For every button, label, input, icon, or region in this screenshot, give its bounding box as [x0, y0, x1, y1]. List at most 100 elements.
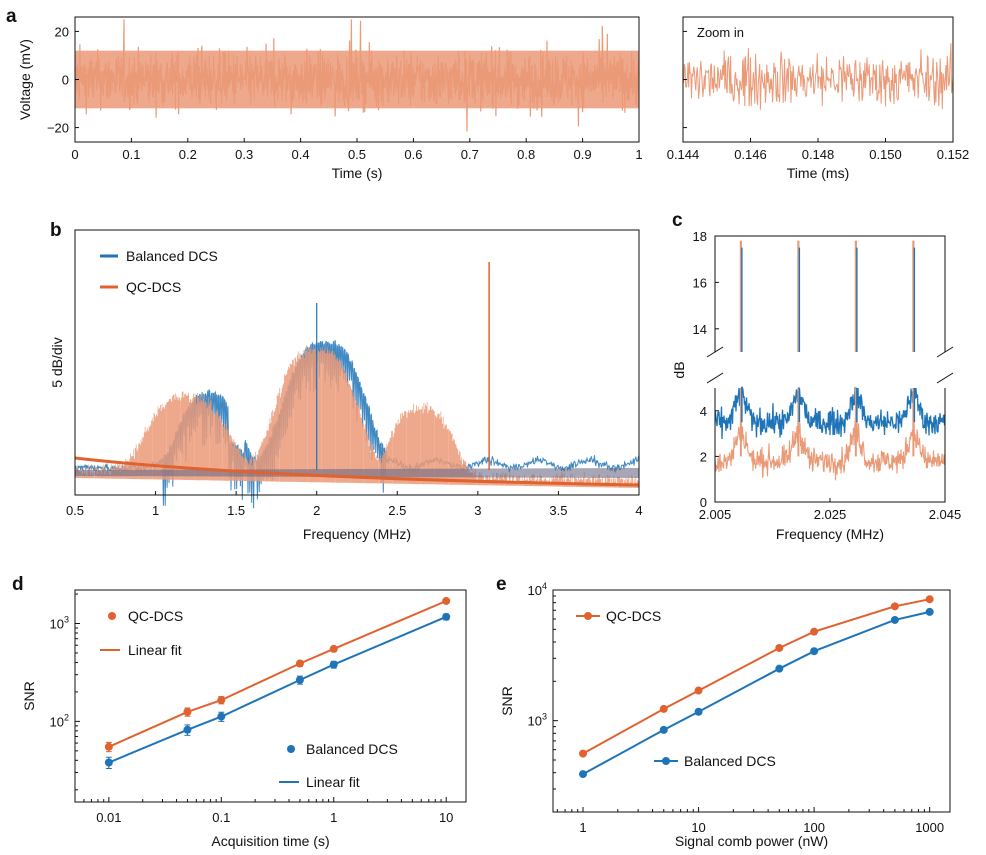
- panel-letter-c: c: [672, 210, 683, 231]
- data-point-balanced: [810, 647, 819, 656]
- legend-label-qc: QC-DCS: [606, 608, 661, 624]
- x-tick-label: 0.148: [802, 147, 835, 162]
- panel-a-time-trace: 0 0.1 0.2 0.3 0.4 0.5 0.6 0.7 0.8 0.9 1−20020Time …: [17, 16, 643, 181]
- y-tick-label-upper: 18: [693, 229, 707, 244]
- x-tick-label: 4: [635, 503, 642, 518]
- data-point-balanced: [442, 612, 451, 621]
- legend-label-balanced-fit: Linear fit: [306, 774, 360, 790]
- legend-marker-balanced: [662, 757, 670, 765]
- x-tick-label: 2.025: [814, 507, 847, 522]
- legend-label-balanced: Balanced DCS: [306, 741, 398, 757]
- x-tick-label: 1: [152, 503, 159, 518]
- data-point-balanced: [579, 770, 588, 779]
- data-point-balanced: [295, 675, 304, 684]
- x-tick-label: 0.8: [517, 147, 535, 162]
- x-tick-label: 0.1: [122, 147, 140, 162]
- x-tick-label: 2.005: [699, 507, 732, 522]
- data-point-balanced: [694, 707, 703, 716]
- panel-letter-d: d: [12, 574, 24, 595]
- y-tick-label-lower: 2: [700, 449, 707, 464]
- x-axis-label: Time (s): [332, 165, 383, 181]
- data-point-balanced: [659, 725, 668, 734]
- data-point-qc: [183, 707, 192, 716]
- x-tick-label: 1000: [915, 820, 944, 835]
- x-tick-label: 10: [691, 820, 705, 835]
- legend-label-qc: QC-DCS: [126, 279, 181, 295]
- axes-frame: [74, 589, 467, 803]
- y-axis-label: SNR: [21, 681, 37, 711]
- panel-letter-e: e: [496, 574, 507, 595]
- x-axis-label: Frequency (MHz): [303, 526, 411, 542]
- y-axis-label: SNR: [499, 686, 515, 716]
- y-tick-label: 104: [528, 581, 547, 598]
- x-tick-label: 0.3: [235, 147, 253, 162]
- y-tick-label-base: 10: [50, 617, 64, 632]
- x-tick-label: 1: [579, 820, 586, 835]
- x-tick-label: 0.01: [96, 810, 121, 825]
- y-tick-label-exp: 2: [64, 712, 69, 722]
- data-point-qc: [579, 749, 588, 758]
- y-tick-label-exp: 3: [542, 712, 547, 722]
- fit-line-qc: [108, 600, 447, 748]
- x-tick-label: 3.5: [549, 503, 567, 518]
- axis-break-mark: [936, 346, 954, 358]
- y-tick-label: −20: [47, 121, 69, 136]
- trace-dense-band: [75, 50, 639, 109]
- y-tick-label-exp: 4: [542, 581, 547, 591]
- zoom-trace-line: [682, 43, 954, 110]
- data-point-balanced: [329, 660, 338, 669]
- series-balanced-dcs-floor: [714, 386, 946, 440]
- data-point-qc: [295, 659, 304, 668]
- y-tick-label: 20: [55, 24, 69, 39]
- x-axis-label: Acquisition time (s): [211, 833, 329, 849]
- y-tick-label-upper: 14: [693, 322, 707, 337]
- x-tick-label: 1: [330, 810, 337, 825]
- panel-c-comb: 14 16 18 0 2 4 2.005 2.025 2.045 Frequency (MHz) d…: [671, 229, 961, 542]
- x-tick-label: 0.4: [292, 147, 310, 162]
- axes-frame: [552, 589, 951, 813]
- data-point-qc: [925, 595, 934, 604]
- panel-letter-b: b: [50, 220, 62, 241]
- data-point-qc: [329, 644, 338, 653]
- x-tick-label: 2.045: [929, 507, 962, 522]
- qc-floor-line: [74, 456, 640, 487]
- data-point-balanced: [775, 664, 784, 673]
- panel-letter-a: a: [6, 6, 17, 27]
- data-point-qc: [659, 704, 668, 713]
- x-tick-label: 0.152: [937, 147, 970, 162]
- x-tick-label: 0.9: [574, 147, 592, 162]
- data-point-balanced: [183, 725, 192, 734]
- legend-label-balanced: Balanced DCS: [126, 248, 218, 264]
- x-tick-label: 1.5: [227, 503, 245, 518]
- x-tick-label: 0.2: [179, 147, 197, 162]
- x-tick-label: 100: [803, 820, 825, 835]
- data-point-balanced: [104, 758, 113, 767]
- axes-frame: [74, 229, 640, 496]
- y-tick-label-base: 10: [50, 714, 64, 729]
- y-tick-label: 0: [62, 73, 69, 88]
- series-line-balanced: [582, 610, 930, 775]
- x-tick-label: 2.5: [388, 503, 406, 518]
- series-qc-dcs-floor: [714, 417, 946, 481]
- x-tick-label: 0: [71, 147, 78, 162]
- data-point-qc: [104, 742, 113, 751]
- x-tick-label: 0.146: [734, 147, 767, 162]
- panel-b-spectrum: 0.5 1 1.5 2 2.5 3 3.5 4 Frequency (MHz) 5 dB/div B…: [49, 229, 643, 542]
- axis-break-mark: [936, 372, 954, 384]
- y-tick-label: 102: [50, 712, 69, 729]
- legend-marker-qc: [584, 612, 592, 620]
- x-tick-label: 0.5: [66, 503, 84, 518]
- data-point-qc: [810, 627, 819, 636]
- panel-a-zoom: Zoom in 0.144 0.146 0.148 0.150 0.152 Time (ms…: [667, 16, 970, 181]
- x-tick-label: 0.1: [212, 810, 230, 825]
- legend-marker-qc: [108, 612, 116, 620]
- x-tick-label: 0.6: [404, 147, 422, 162]
- y-axis-label: dB: [671, 361, 687, 378]
- x-tick-label: 0.7: [461, 147, 479, 162]
- axes-frame-upper: [714, 235, 946, 352]
- y-tick-label-base: 10: [528, 714, 542, 729]
- x-tick-label: 0.5: [348, 147, 366, 162]
- zoom-in-annotation: Zoom in: [697, 25, 744, 40]
